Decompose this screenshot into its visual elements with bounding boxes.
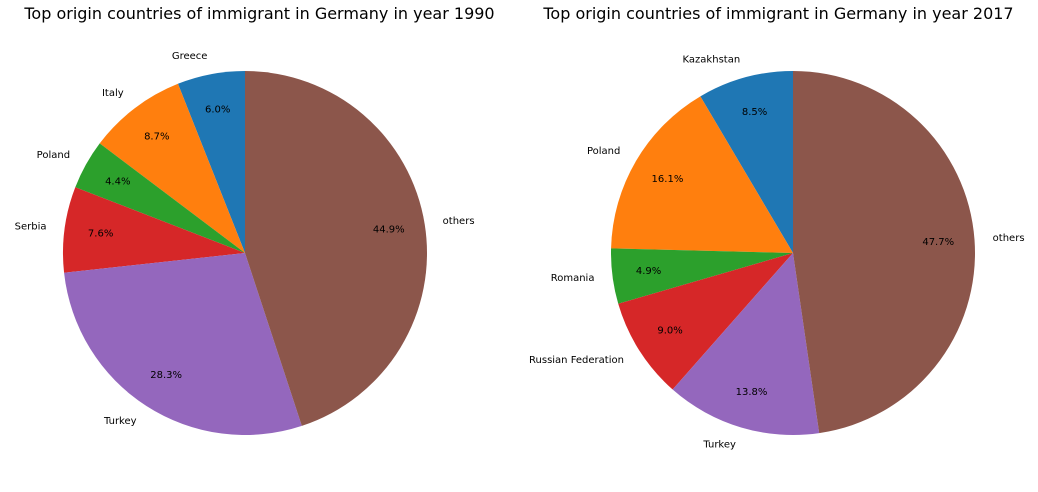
slice-percent-label: 13.8%	[736, 387, 768, 398]
slice-percent-label: 6.0%	[205, 104, 230, 115]
pie-slice-others	[793, 70, 976, 434]
pie-slice-russian-federation	[618, 253, 793, 390]
slice-percent-label: 4.9%	[636, 266, 661, 277]
slice-category-label: others	[993, 233, 1025, 244]
slice-percent-label: 16.1%	[652, 174, 684, 185]
slice-percent-label: 44.9%	[373, 224, 405, 235]
pie-slice-greece	[177, 71, 245, 253]
slice-category-label: Kazakhstan	[683, 54, 741, 65]
slice-percent-label: 8.5%	[742, 107, 767, 118]
pie-slice-romania	[611, 248, 793, 304]
chart-title: Top origin countries of immigrant in Ger…	[24, 4, 495, 23]
slice-percent-label: 7.6%	[88, 229, 113, 240]
pie-svg: 8.5% Kazakhstan 16.1% Poland 4.9% Romania 9.0%…	[529, 54, 1025, 450]
slice-category-label: Greece	[172, 51, 208, 62]
slice-percent-label: 47.7%	[922, 237, 954, 248]
slice-percent-label: 28.3%	[150, 370, 182, 381]
slice-category-label: others	[443, 216, 475, 227]
pie-slice-kazakhstan	[700, 71, 793, 253]
pie-slice-poland	[611, 96, 793, 254]
slice-category-label: Turkey	[103, 416, 137, 427]
chart-title: Top origin countries of immigrant in Ger…	[543, 4, 1014, 23]
pie-slice-turkey	[672, 253, 820, 435]
slice-category-label: Poland	[37, 150, 70, 161]
slice-category-label: Turkey	[702, 439, 736, 450]
slice-category-label: Italy	[102, 88, 124, 99]
pie-slice-poland	[75, 143, 246, 253]
pie-chart-2017: Top origin countries of immigrant in Ger…	[519, 0, 1038, 492]
slice-percent-label: 4.4%	[105, 177, 130, 188]
pie-chart-1990: Top origin countries of immigrant in Ger…	[15, 4, 495, 435]
slice-category-label: Poland	[587, 146, 620, 157]
pie-slice-italy	[99, 83, 246, 254]
slice-category-label: Romania	[551, 273, 595, 284]
slice-percent-label: 8.7%	[144, 132, 169, 143]
pie-slice-turkey	[64, 253, 302, 435]
pie-slice-serbia	[62, 187, 245, 273]
slice-percent-label: 9.0%	[657, 326, 682, 337]
slice-category-label: Serbia	[15, 221, 47, 232]
pie-svg: 6.0% Greece 8.7% Italy 4.4% Poland 7.6% Serbia 2…	[15, 51, 475, 435]
pie-slice-others	[245, 71, 427, 426]
slice-category-label: Russian Federation	[529, 355, 624, 366]
